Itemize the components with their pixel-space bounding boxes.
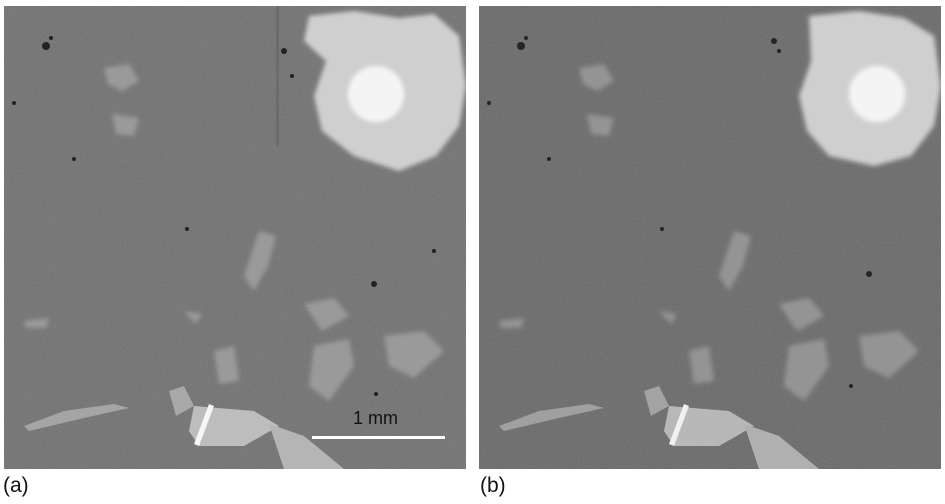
pores	[487, 36, 872, 388]
micrograph-panel-a: 1 mm	[4, 6, 466, 469]
scale-bar	[312, 436, 445, 439]
bright-streak	[499, 404, 604, 431]
seam-line	[276, 6, 279, 146]
large-inclusion	[799, 11, 941, 166]
micrograph-panel-b	[479, 6, 941, 469]
small-inclusions	[499, 64, 919, 401]
micrograph-image-a	[4, 6, 466, 469]
scale-bar-label: 1 mm	[353, 408, 398, 428]
micrograph-image-b	[479, 6, 941, 469]
panel-a-label: (a)	[3, 474, 29, 497]
small-inclusions	[24, 64, 444, 401]
pores	[12, 36, 436, 396]
large-inclusion	[304, 11, 466, 171]
bright-streak	[24, 404, 129, 431]
bright-shard	[644, 386, 819, 469]
panel-b-label: (b)	[480, 474, 506, 497]
bright-shard	[169, 386, 344, 469]
